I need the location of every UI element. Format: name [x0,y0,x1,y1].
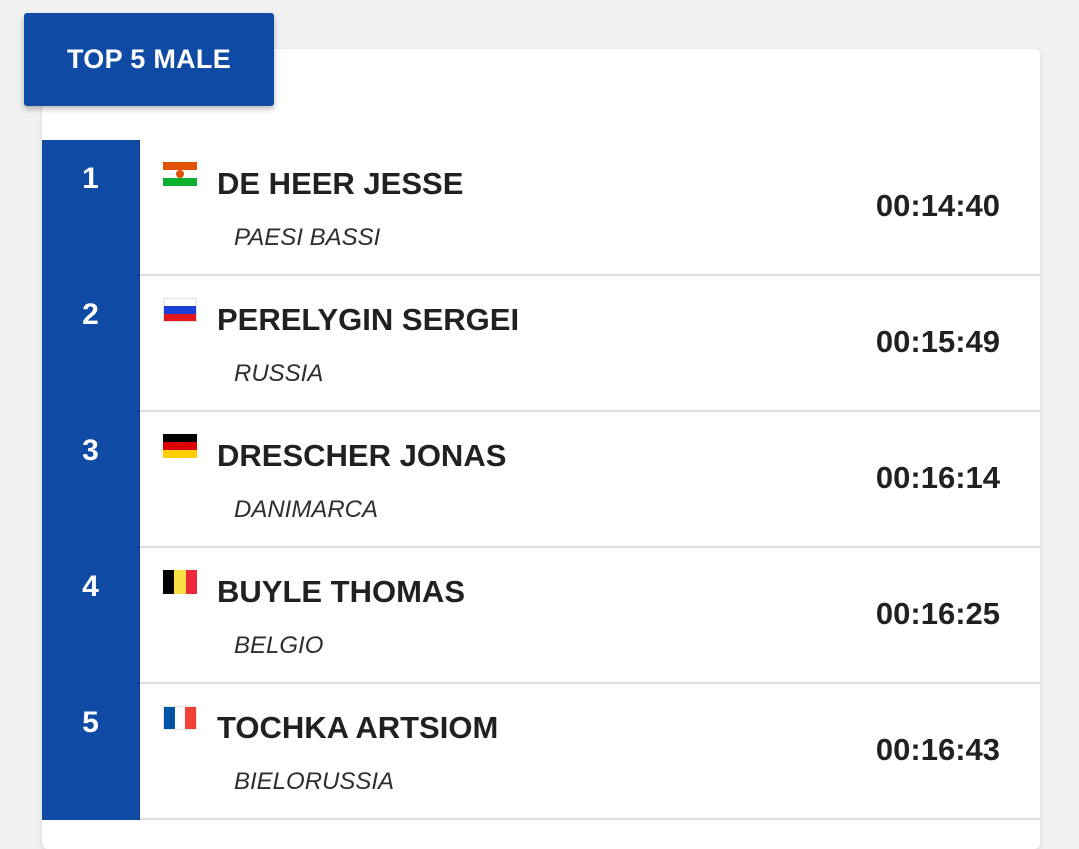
rank-number: 4 [82,570,99,603]
rank-cell: 5 [42,684,140,820]
leaderboard-row-5[interactable]: 5 TOCHKA ARTSIOM BIELORUSSIA 00:16:43 [42,684,1040,820]
athlete-country: BIELORUSSIA [234,768,395,795]
header-title: TOP 5 MALE [66,44,232,74]
niger-flag-icon [163,162,197,186]
athlete-country: PAESI BASSI [234,224,381,251]
rank-cell: 3 [42,412,140,548]
leaderboard-card: 1 DE HEER JESSE PAESI BASSI 00:14:40 2 P [42,49,1040,849]
rank-cell: 1 [42,140,140,276]
france-flag-icon [163,706,197,730]
athlete-country: RUSSIA [234,360,324,387]
athlete-time: 00:16:14 [875,460,1000,495]
leaderboard-row-4[interactable]: 4 BUYLE THOMAS BELGIO 00:16:25 [42,548,1040,684]
athlete-country: BELGIO [234,632,324,659]
germany-flag-icon [163,434,197,458]
athlete-country: DANIMARCA [234,496,379,523]
athlete-name: DRESCHER JONAS [217,438,507,473]
russia-flag-icon [163,298,197,322]
athlete-time: 00:14:40 [875,188,1000,223]
athlete-name: TOCHKA ARTSIOM [217,710,499,745]
athlete-name: BUYLE THOMAS [217,574,465,609]
rank-cell: 2 [42,276,140,412]
belgium-flag-icon [163,570,197,594]
athlete-name: PERELYGIN SERGEI [217,302,520,337]
rank-number: 1 [82,162,99,195]
rank-number: 5 [82,706,99,739]
top5-male-header: TOP 5 MALE [24,13,274,106]
athlete-time: 00:15:49 [875,324,1000,359]
athlete-time: 00:16:25 [875,596,1000,631]
leaderboard-row-1[interactable]: 1 DE HEER JESSE PAESI BASSI 00:14:40 [42,140,1040,276]
rank-number: 2 [82,298,99,331]
athlete-time: 00:16:43 [875,732,1000,767]
athlete-name: DE HEER JESSE [217,166,464,201]
leaderboard-row-2[interactable]: 2 PERELYGIN SERGEI RUSSIA 00:15:49 [42,276,1040,412]
leaderboard-row-3[interactable]: 3 DRESCHER JONAS DANIMARCA 00:16:14 [42,412,1040,548]
rank-number: 3 [82,434,99,467]
leaderboard-rows: 1 DE HEER JESSE PAESI BASSI 00:14:40 2 P [42,140,1040,820]
rank-cell: 4 [42,548,140,684]
